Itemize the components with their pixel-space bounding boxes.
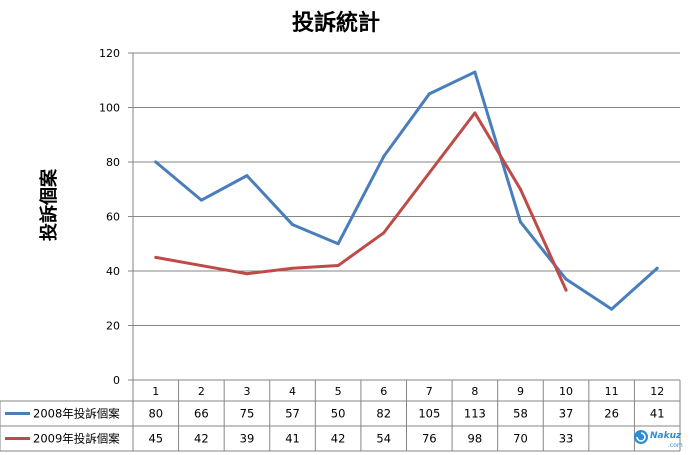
legend-label: 2008年投訴個案 — [33, 407, 120, 421]
y-tick-label: 120 — [99, 47, 120, 60]
data-point — [564, 277, 568, 281]
data-point — [427, 92, 431, 96]
legend-label: 2009年投訴個案 — [33, 432, 120, 446]
data-point — [291, 266, 295, 270]
y-tick-label: 40 — [106, 265, 120, 278]
table-cell: 42 — [331, 432, 346, 446]
x-tick-label: 8 — [471, 385, 478, 398]
gridlines — [132, 52, 680, 381]
table-cell: 75 — [240, 407, 255, 421]
table-cell: 105 — [418, 407, 440, 421]
table-cell: 98 — [468, 432, 483, 446]
table-cell: 41 — [285, 432, 300, 446]
table-cell: 80 — [148, 407, 163, 421]
x-tick-label: 1 — [152, 385, 159, 398]
data-point — [154, 255, 158, 259]
table-cell: 50 — [331, 407, 346, 421]
x-tick-label: 10 — [559, 385, 573, 398]
table-cell: 54 — [376, 432, 391, 446]
data-point — [382, 231, 386, 235]
y-axis-label: 投訴個案 — [38, 168, 60, 241]
series-lines — [154, 70, 659, 311]
data-point — [473, 111, 477, 115]
data-point — [154, 160, 158, 164]
y-tick-label: 60 — [106, 211, 120, 224]
x-tick-label: 3 — [243, 385, 250, 398]
watermark-logo-icon — [634, 430, 648, 444]
table-cell: 42 — [194, 432, 209, 446]
data-point — [655, 266, 659, 270]
x-tick-label: 12 — [650, 385, 664, 398]
data-point — [199, 198, 203, 202]
watermark-brand: Nakuz — [650, 431, 682, 441]
data-point — [245, 174, 249, 178]
x-tick-label: 2 — [198, 385, 205, 398]
data-point — [199, 264, 203, 268]
data-point — [291, 223, 295, 227]
table-cell: 41 — [650, 407, 665, 421]
data-point — [245, 272, 249, 276]
chart-title: 投訴統計 — [292, 10, 380, 36]
data-point — [382, 155, 386, 159]
table-cell: 26 — [604, 407, 619, 421]
table-cell: 57 — [285, 407, 300, 421]
watermark-domain: .com — [668, 442, 683, 449]
watermark-logo-swirl — [636, 432, 646, 442]
table-cell: 37 — [559, 407, 574, 421]
series-line — [154, 111, 568, 292]
data-point — [518, 220, 522, 224]
table-cell: 70 — [513, 432, 528, 446]
table-cell: 39 — [240, 432, 255, 446]
series-line — [154, 70, 659, 311]
data-point — [473, 70, 477, 74]
data-point — [336, 264, 340, 268]
x-tick-label: 4 — [289, 385, 296, 398]
table-cell: 82 — [376, 407, 391, 421]
y-tick-label: 80 — [106, 156, 120, 169]
y-tick-label: 20 — [106, 320, 120, 333]
data-point — [518, 187, 522, 191]
table-cell: 33 — [559, 432, 574, 446]
y-tick-label: 100 — [99, 102, 120, 115]
x-tick-label: 7 — [426, 385, 433, 398]
x-tick-label: 11 — [605, 385, 619, 398]
table-cell: 113 — [464, 407, 486, 421]
data-point — [336, 242, 340, 246]
data-point — [564, 288, 568, 292]
table-cell: 76 — [422, 432, 437, 446]
x-tick-label: 5 — [335, 385, 342, 398]
data-point — [610, 307, 614, 311]
y-axis-ticks: 0 20 40 60 80 100 120 — [99, 47, 133, 387]
table-cell: 45 — [148, 432, 163, 446]
table-cell: 58 — [513, 407, 528, 421]
data-point — [427, 171, 431, 175]
x-tick-label: 6 — [380, 385, 387, 398]
x-tick-label: 9 — [517, 385, 524, 398]
y-tick-label: 0 — [113, 374, 120, 387]
watermark-logo: Nakuz .com — [634, 430, 683, 449]
table-cell: 66 — [194, 407, 209, 421]
